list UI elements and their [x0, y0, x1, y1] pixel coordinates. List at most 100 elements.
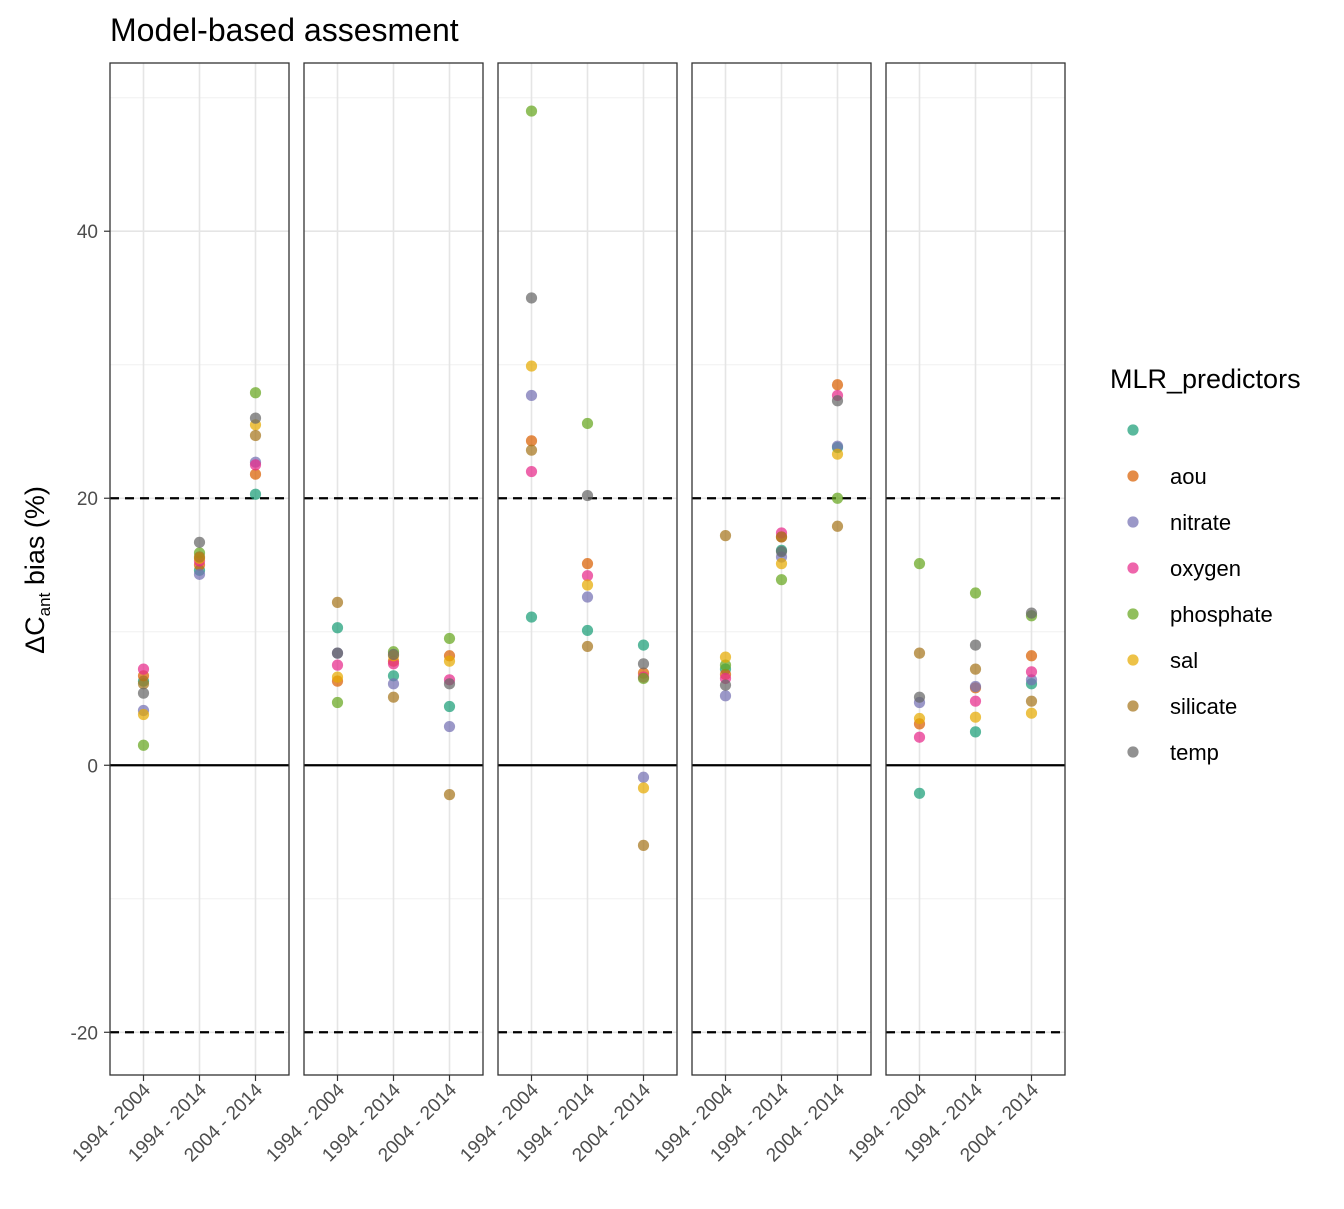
data-point-blank [387, 670, 400, 682]
data-point-phosphate [913, 558, 926, 570]
data-point-sal [831, 448, 844, 460]
data-point-temp [193, 536, 206, 548]
data-point-blank [249, 488, 262, 500]
data-point-sal [913, 712, 926, 725]
data-point-nitrate [1025, 674, 1038, 686]
y-axis-label-c: C [20, 616, 50, 636]
data-point-blank [443, 700, 456, 713]
data-point-aou [831, 379, 844, 391]
legend-swatch [1127, 562, 1139, 574]
legend-label: temp [1170, 740, 1219, 765]
data-point-blank [525, 611, 538, 623]
data-point-phosphate [249, 387, 262, 399]
legend-item-blank [1127, 424, 1139, 436]
legend-swatch [1127, 470, 1139, 482]
y-axis-label: ΔCant bias (%) [20, 486, 54, 654]
data-point-blank [913, 787, 926, 799]
data-point-sal [1025, 707, 1038, 719]
chart-title: Model-based assesment [110, 12, 459, 48]
data-point-oxygen [913, 731, 926, 743]
data-point-nitrate [193, 568, 206, 580]
y-tick-label: 20 [77, 489, 98, 510]
data-point-temp [387, 648, 400, 661]
data-point-phosphate [775, 574, 788, 586]
data-point-blank [637, 639, 650, 651]
legend-swatch [1127, 608, 1139, 620]
data-point-temp [831, 395, 844, 407]
legend-item-aou: aou [1127, 464, 1207, 489]
data-point-silicate [581, 640, 594, 653]
data-point-phosphate [969, 587, 982, 599]
data-point-silicate [637, 839, 650, 851]
data-point-phosphate [637, 672, 650, 685]
data-point-sal [137, 708, 150, 721]
data-point-phosphate [525, 105, 538, 117]
data-point-silicate [525, 444, 538, 456]
data-point-nitrate [387, 678, 400, 690]
data-point-sal [969, 711, 982, 723]
data-point-sal [443, 655, 456, 667]
data-point-oxygen [249, 459, 262, 471]
y-axis-label-subscript: ant [35, 592, 54, 616]
data-point-silicate [775, 531, 788, 543]
data-point-oxygen [581, 570, 594, 582]
data-point-temp [525, 292, 538, 304]
data-point-temp [913, 691, 926, 703]
data-point-sal [581, 579, 594, 591]
data-point-oxygen [331, 659, 344, 671]
data-point-temp [1025, 607, 1038, 619]
y-axis: -20 0 20 40 [71, 222, 110, 1044]
legend-label: aou [1170, 464, 1207, 489]
data-point-nitrate [581, 591, 594, 603]
data-point-silicate [831, 520, 844, 532]
y-tick-label: -20 [71, 1023, 98, 1044]
data-point-phosphate [331, 696, 344, 709]
y-axis-label-rest: bias (%) [20, 486, 50, 593]
data-point-blank [969, 726, 982, 738]
data-point-temp [775, 546, 788, 558]
data-point-nitrate [969, 680, 982, 693]
data-point-temp [969, 639, 982, 651]
data-point-silicate [1025, 695, 1038, 707]
data-point-sal [719, 651, 732, 663]
data-point-temp [331, 647, 344, 659]
data-point-temp [719, 679, 732, 691]
data-point-phosphate [831, 492, 844, 504]
legend-swatch [1127, 516, 1139, 528]
data-point-silicate [249, 429, 262, 442]
data-point-temp [137, 687, 150, 699]
legend-title: MLR_predictors [1110, 364, 1301, 394]
y-axis-label-delta: Δ [20, 636, 50, 654]
legend-label: oxygen [1170, 556, 1241, 581]
legend-item-temp: temp [1127, 740, 1219, 765]
legend-swatch [1127, 700, 1139, 712]
legend-label: nitrate [1170, 510, 1231, 535]
data-point-silicate [913, 647, 926, 659]
data-point-sal [525, 360, 538, 372]
legend-swatch [1127, 654, 1139, 666]
data-point-nitrate [443, 720, 456, 733]
data-point-silicate [969, 663, 982, 675]
data-point-nitrate [719, 690, 732, 702]
data-point-phosphate [719, 659, 732, 671]
legend-swatch [1127, 424, 1139, 436]
data-point-temp [249, 412, 262, 424]
data-point-aou [581, 558, 594, 570]
legend-item-phosphate: phosphate [1127, 602, 1273, 627]
data-point-aou [249, 468, 262, 480]
y-tick-label: 0 [87, 756, 98, 777]
data-point-aou [1025, 650, 1038, 662]
data-point-temp [443, 678, 456, 690]
data-point-silicate [193, 551, 206, 563]
data-point-silicate [443, 789, 456, 801]
data-point-aou [525, 435, 538, 447]
data-point-temp [581, 489, 594, 502]
